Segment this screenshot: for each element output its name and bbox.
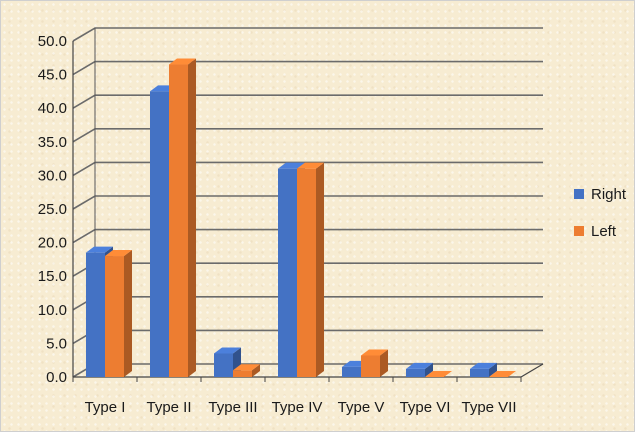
bar-left [105,250,132,377]
bar-side [316,163,324,377]
y-tick-label: 5.0 [46,335,67,352]
bar-front [361,355,380,377]
gridline [73,95,543,108]
x-tick-label: Type IV [272,399,323,416]
legend: Right Left [574,186,627,240]
legend-swatch [574,189,584,199]
bar-front [214,353,233,377]
y-tick-label: 15.0 [38,268,67,285]
y-tick-label: 30.0 [38,167,67,184]
bar-front [342,367,361,377]
y-tick-label: 50.0 [38,33,67,50]
bar-front [169,65,188,377]
bar-left [361,349,388,377]
x-tick-label: Type V [338,399,385,416]
bar-front [278,169,297,377]
y-tick-label: 45.0 [38,67,67,84]
bar-front [150,91,169,377]
x-tick-label: Type III [208,399,257,416]
gridline [73,28,543,41]
bar-side [124,250,132,377]
bar-left [169,59,196,377]
bar-front [406,369,425,377]
bars [86,59,516,377]
y-tick-label: 40.0 [38,100,67,117]
x-tick-label: Type VII [461,399,516,416]
y-tick-label: 0.0 [46,369,67,386]
bar-front [297,169,316,377]
x-tick-label: Type I [85,399,126,416]
legend-label: Right [591,186,627,203]
bar-front [470,369,489,377]
bar-left [297,163,324,377]
gridline [73,62,543,75]
bar-front [105,256,124,377]
y-tick-label: 10.0 [38,302,67,319]
gridline [73,129,543,142]
bar-front [86,253,105,377]
y-tick-label: 25.0 [38,201,67,218]
bar-side [188,59,196,377]
floor-right-edge [521,364,543,377]
y-tick-label: 35.0 [38,134,67,151]
x-tick-label: Type II [146,399,191,416]
bar-front [233,370,252,377]
y-tick-label: 20.0 [38,235,67,252]
legend-swatch [574,226,584,236]
x-tick-label: Type VI [400,399,451,416]
legend-label: Left [591,223,617,240]
